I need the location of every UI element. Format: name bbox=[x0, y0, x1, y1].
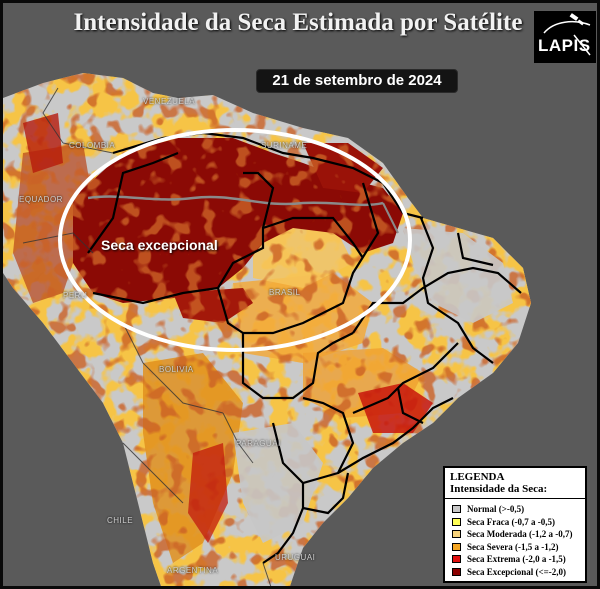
label-paraguai: PARAGUAI bbox=[236, 439, 281, 448]
label-equador: EQUADOR bbox=[19, 195, 63, 204]
legend-item: Seca Extrema (-2,0 a -1,5) bbox=[445, 553, 585, 566]
satellite-icon bbox=[543, 13, 591, 56]
label-bolivia: BOLIVIA bbox=[159, 365, 194, 374]
legend-heading: LEGENDA bbox=[450, 471, 505, 483]
legend-swatch bbox=[452, 555, 461, 563]
label-venezuela: VENEZUELA bbox=[143, 97, 196, 106]
legend-swatch bbox=[452, 542, 461, 551]
legend-label: Seca Moderada (-1,2 a -0,7) bbox=[467, 529, 573, 539]
label-uruguai: URUGUAI bbox=[275, 553, 316, 562]
logo-text: LAPIS bbox=[538, 36, 591, 55]
legend-label: Seca Excepcional (<=-2,0) bbox=[467, 566, 566, 577]
date-label: 21 de setembro de 2024 bbox=[256, 69, 458, 93]
legend-item: Seca Moderada (-1,2 a -0,7) bbox=[445, 528, 585, 541]
lapis-logo: LAPIS bbox=[534, 11, 596, 63]
callout-exceptional-drought: Seca excepcional bbox=[101, 237, 218, 253]
legend-subheading: Intensidade da Seca: bbox=[445, 483, 585, 499]
legend-label: Seca Extrema (-2,0 a -1,5) bbox=[467, 554, 566, 564]
label-brasil: BRASIL bbox=[269, 288, 301, 297]
country-borders bbox=[22, 87, 272, 586]
legend-label: Normal (>-0,5) bbox=[467, 504, 525, 514]
amazon-river bbox=[87, 195, 384, 207]
legend-rows: Normal (>-0,5) Seca Fraca (-0,7 a -0,5) … bbox=[445, 499, 585, 578]
legend-swatch bbox=[452, 567, 461, 576]
legend-label: Seca Severa (-1,5 a -1,2) bbox=[467, 541, 559, 552]
legend-item: Seca Fraca (-0,7 a -0,5) bbox=[445, 516, 585, 529]
legend-swatch bbox=[452, 517, 461, 526]
legend: LEGENDA Intensidade da Seca: Normal (>-0… bbox=[443, 466, 587, 583]
legend-item: Seca Severa (-1,5 a -1,2) bbox=[445, 541, 585, 554]
label-suriname: SURINAME bbox=[261, 141, 308, 150]
label-colombia: COLOMBIA bbox=[69, 141, 116, 150]
label-argentina: ARGENTINA bbox=[167, 566, 219, 575]
legend-item: Normal (>-0,5) bbox=[445, 503, 585, 516]
map-title: Intensidade da Seca Estimada por Satélit… bbox=[73, 9, 523, 36]
label-peru: PERU bbox=[63, 291, 88, 300]
label-chile: CHILE bbox=[107, 516, 134, 525]
highlight-ellipse bbox=[58, 128, 412, 352]
legend-label: Seca Fraca (-0,7 a -0,5) bbox=[467, 516, 555, 527]
legend-item: Seca Excepcional (<=-2,0) bbox=[445, 566, 585, 579]
legend-swatch bbox=[452, 530, 461, 538]
legend-swatch bbox=[452, 505, 461, 513]
